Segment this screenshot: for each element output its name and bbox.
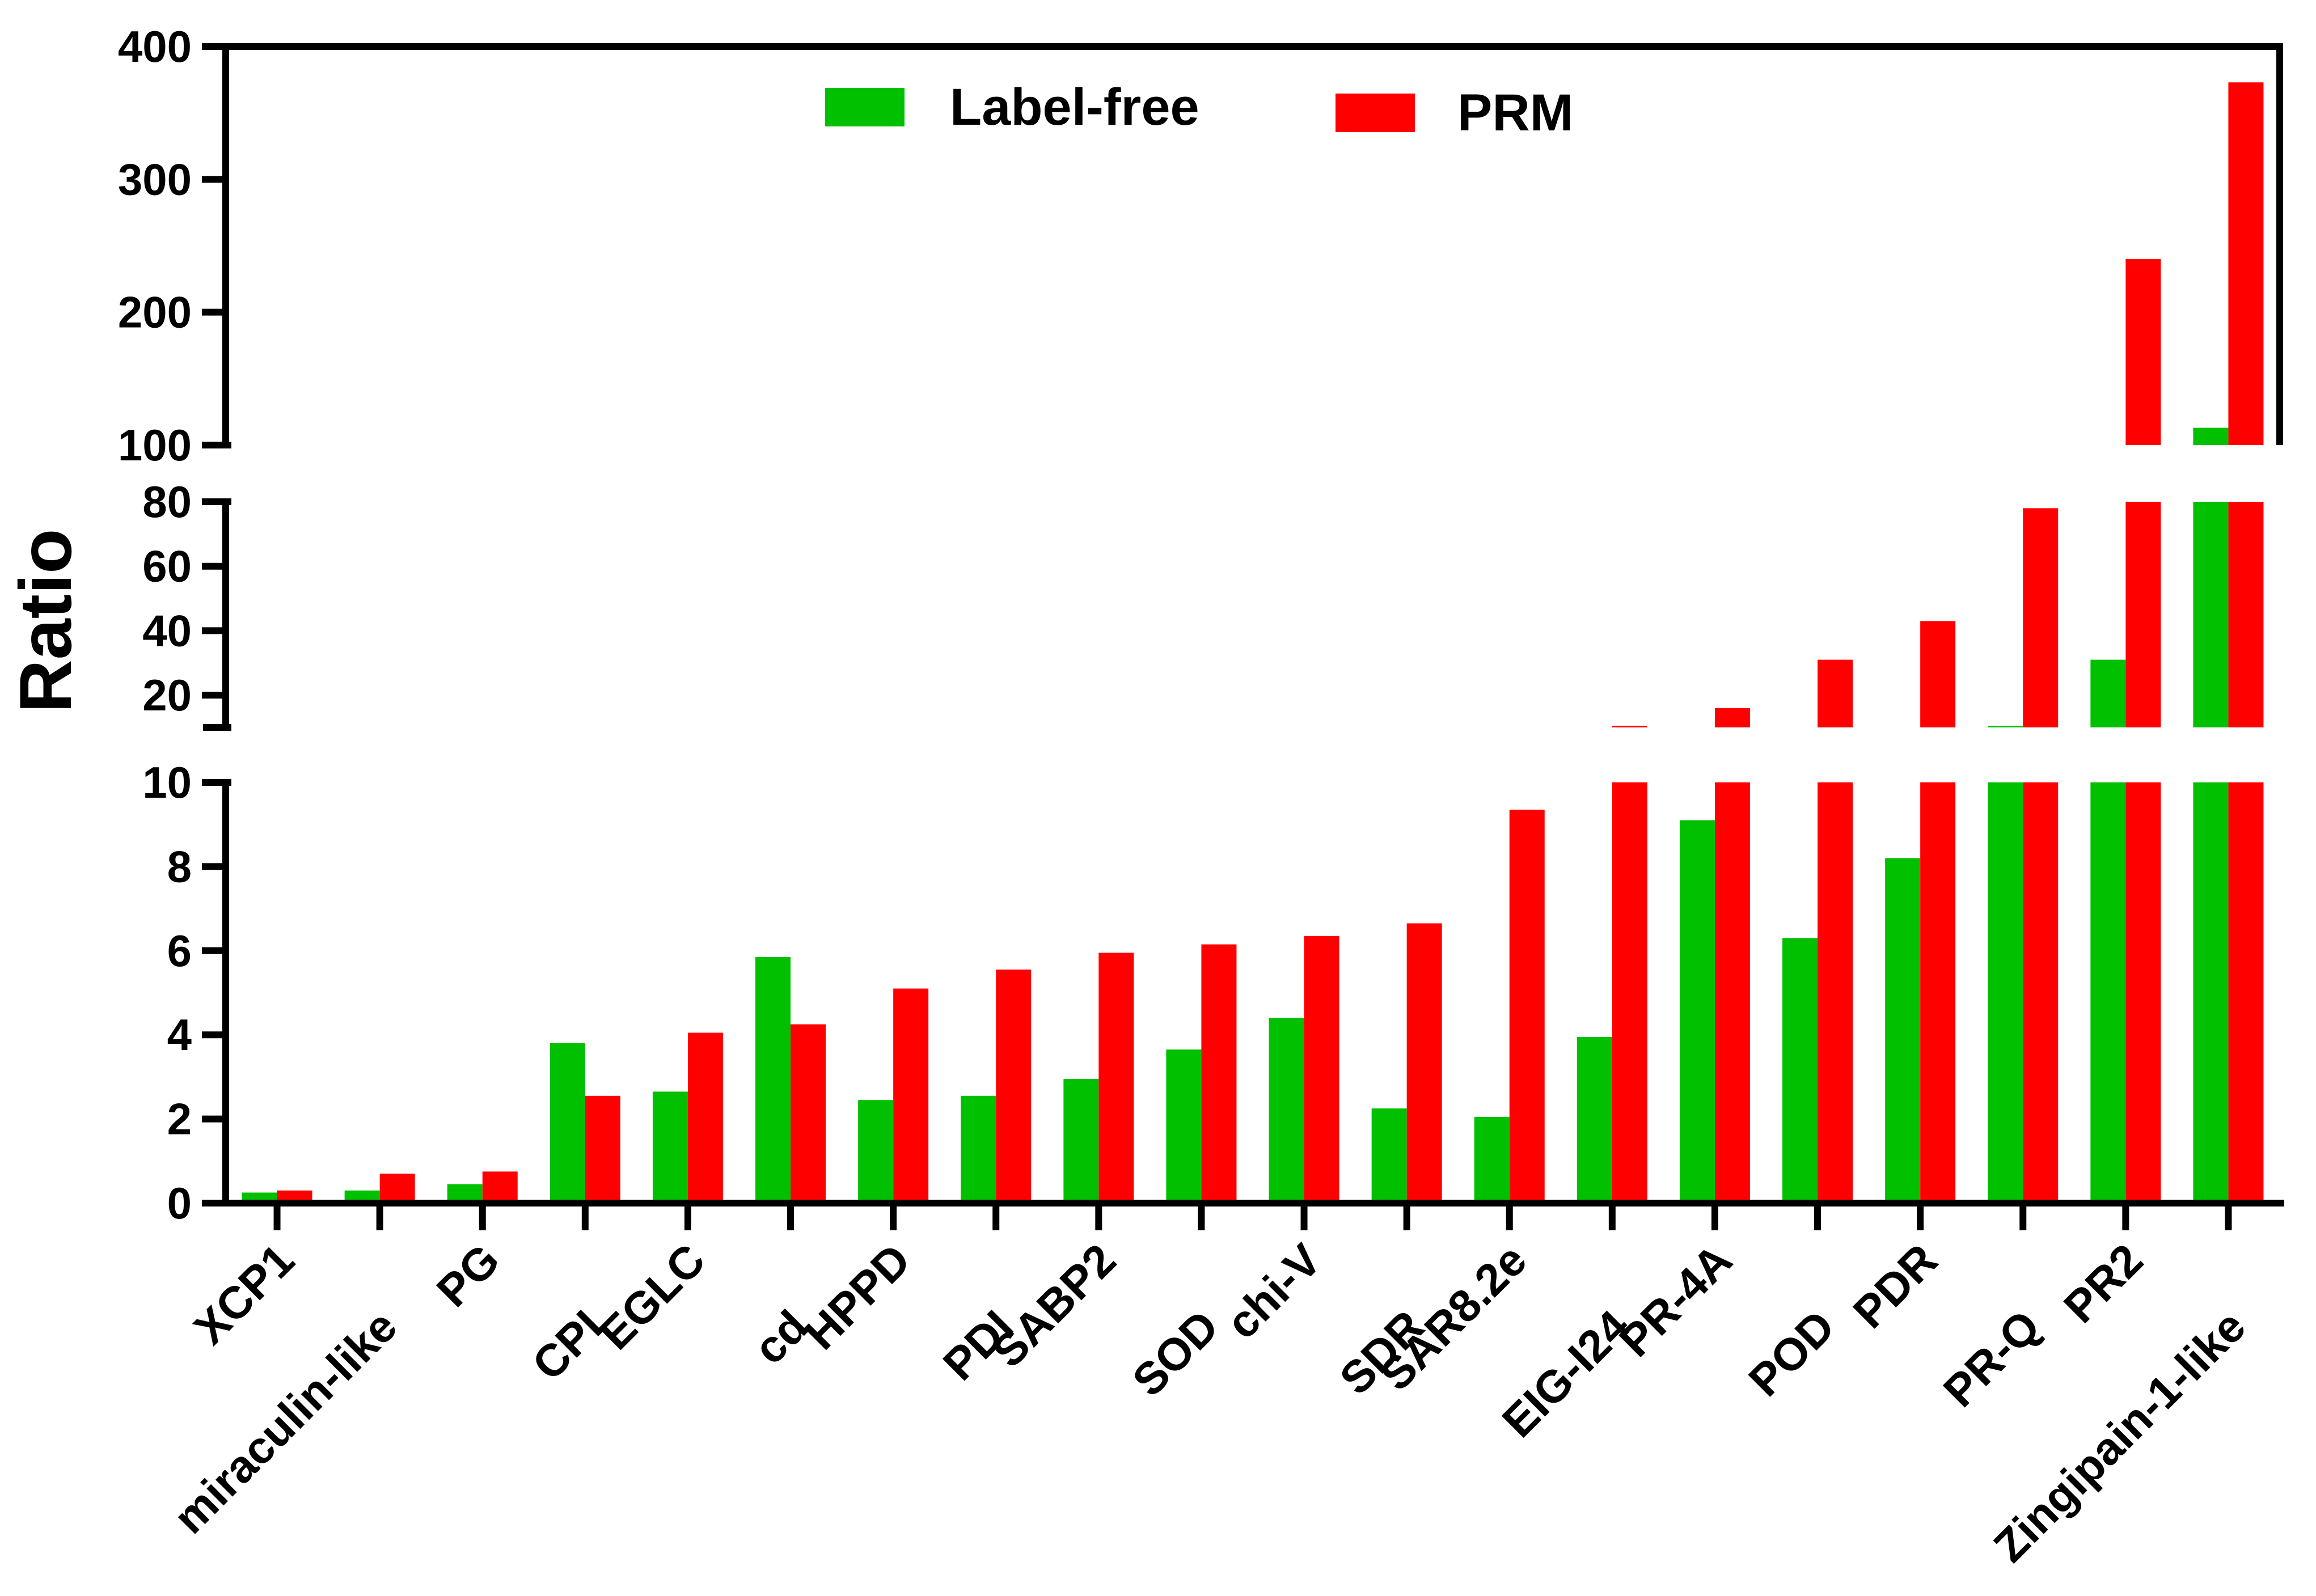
- bar-label-free-EIG-I24-seg0: [1577, 1036, 1612, 1203]
- bar-label-free-Zingipain-1-like-seg1: [2193, 502, 2229, 727]
- bar-label-free-Zingipain-1-like-seg2: [2193, 427, 2229, 445]
- x-tick-label-POD: POD: [1739, 1301, 1845, 1406]
- bar-prm-PR-Q-seg1: [2023, 508, 2059, 727]
- x-tick-label-SOD: SOD: [1123, 1301, 1228, 1406]
- x-tick-label-PDR: PDR: [1844, 1234, 1947, 1337]
- bar-prm-PR-4A-seg0: [1714, 782, 1750, 1203]
- bar-label-free-chi-V-seg0: [1269, 1018, 1304, 1203]
- bars-layer: [242, 82, 2264, 1203]
- bar-prm-PDR-seg1: [1920, 621, 1956, 727]
- x-tick-label-XCP1: XCP1: [184, 1234, 304, 1354]
- y-tick-label-200: 200: [118, 287, 192, 337]
- bar-label-free-cd-seg0: [755, 956, 791, 1203]
- bar-prm-EIG-I24-seg0: [1612, 782, 1647, 1203]
- legend: Label-free PRM: [825, 78, 1573, 142]
- y-tick-label-300: 300: [118, 154, 192, 204]
- y-tick-label-6: 6: [167, 926, 192, 976]
- bar-prm-PG-seg0: [482, 1171, 518, 1203]
- bar-label-free-PR2-seg0: [2090, 782, 2126, 1203]
- bar-prm-chi-V-seg0: [1304, 935, 1339, 1203]
- y-tick-label-0: 0: [167, 1178, 192, 1228]
- bar-prm-cd-seg0: [791, 1024, 826, 1203]
- y-tick-label-4: 4: [167, 1010, 192, 1060]
- y-tick-label-20: 20: [142, 670, 192, 720]
- y-tick-label-40: 40: [142, 606, 192, 655]
- bar-prm-PDR-seg0: [1920, 782, 1956, 1203]
- bar-label-free-EGLC-seg0: [652, 1091, 688, 1203]
- x-tick-label-PR-Q: PR-Q: [1934, 1301, 2049, 1416]
- x-tick-label-PR2: PR2: [2054, 1234, 2152, 1332]
- x-tick-label-PG: PG: [427, 1234, 509, 1316]
- y-tick-label-100: 100: [118, 420, 192, 470]
- bar-prm-PDI-seg0: [996, 970, 1032, 1203]
- bar-label-free-PR-Q-seg1: [1988, 726, 2023, 727]
- bar-prm-CPI-seg0: [585, 1095, 620, 1203]
- x-tick-label-SABP2: SABP2: [983, 1234, 1126, 1377]
- bar-prm-SDR-seg0: [1406, 923, 1442, 1203]
- y-tick-label-80: 80: [142, 477, 192, 527]
- bar-label-free-Zingipain-1-like-seg0: [2193, 782, 2229, 1203]
- bar-prm-Zingipain-1-like-seg2: [2228, 82, 2264, 445]
- x-tick-label-EGLC: EGLC: [590, 1234, 715, 1359]
- bar-prm-HPPD-seg0: [893, 988, 929, 1203]
- bar-prm-PR-4A-seg1: [1714, 708, 1750, 727]
- bar-prm-Zingipain-1-like-seg1: [2228, 502, 2264, 727]
- y-tick-label-60: 60: [142, 541, 192, 591]
- x-tick-label-HPPD: HPPD: [795, 1234, 920, 1359]
- bar-label-free-SAR8.2e-seg0: [1474, 1116, 1510, 1203]
- y-tick-label-10: 10: [142, 757, 192, 807]
- bar-prm-SAR8.2e-seg0: [1509, 810, 1545, 1203]
- bar-label-free-SABP2-seg0: [1063, 1079, 1099, 1203]
- y-tick-label-8: 8: [167, 841, 192, 891]
- bar-label-free-PDR-seg0: [1885, 858, 1921, 1203]
- bar-prm-PR2-seg2: [2125, 259, 2161, 445]
- x-tick-label-miraculin-like: miraculin-like: [164, 1301, 407, 1543]
- bar-prm-EIG-I24-seg1: [1612, 726, 1647, 727]
- y-tick-label-400: 400: [118, 22, 192, 71]
- bar-prm-PR2-seg1: [2125, 502, 2161, 727]
- bar-prm-SOD-seg0: [1201, 944, 1237, 1203]
- bar-prm-SABP2-seg0: [1098, 952, 1134, 1203]
- axes-layer: [202, 43, 2284, 1230]
- x-tick-label-chi-V: chi-V: [1216, 1234, 1330, 1348]
- bar-prm-POD-seg1: [1818, 659, 1853, 727]
- bar-prm-PR2-seg0: [2125, 782, 2161, 1203]
- tick-labels-layer: 0 2 4 6 8 10 20 40 60 80 100 200 300 400: [118, 22, 192, 1228]
- bar-label-free-CPI-seg0: [550, 1043, 585, 1203]
- bar-label-free-PR2-seg1: [2090, 659, 2126, 727]
- bar-label-free-SDR-seg0: [1371, 1108, 1407, 1203]
- bar-label-free-POD-seg0: [1782, 938, 1818, 1203]
- bar-prm-miraculin-like-seg0: [379, 1174, 415, 1203]
- legend-label-prm: PRM: [1457, 84, 1573, 142]
- bar-label-free-HPPD-seg0: [858, 1100, 894, 1203]
- bar-label-free-PDI-seg0: [961, 1095, 996, 1203]
- y-axis-title: Ratio: [4, 529, 87, 713]
- legend-swatch-label-free: [825, 88, 905, 126]
- bar-label-free-SOD-seg0: [1166, 1049, 1202, 1203]
- y-tick-label-2: 2: [167, 1094, 192, 1144]
- bar-prm-PR-Q-seg0: [2023, 782, 2059, 1203]
- legend-label-label-free: Label-free: [950, 78, 1199, 136]
- bar-prm-POD-seg0: [1818, 782, 1853, 1203]
- bar-label-free-PR-Q-seg0: [1988, 782, 2023, 1203]
- bar-prm-EGLC-seg0: [687, 1032, 723, 1203]
- bar-prm-Zingipain-1-like-seg0: [2228, 782, 2264, 1203]
- bar-label-free-PR-4A-seg0: [1679, 820, 1715, 1203]
- x-tick-label-PR-4A: PR-4A: [1609, 1234, 1742, 1366]
- legend-swatch-prm: [1335, 94, 1415, 132]
